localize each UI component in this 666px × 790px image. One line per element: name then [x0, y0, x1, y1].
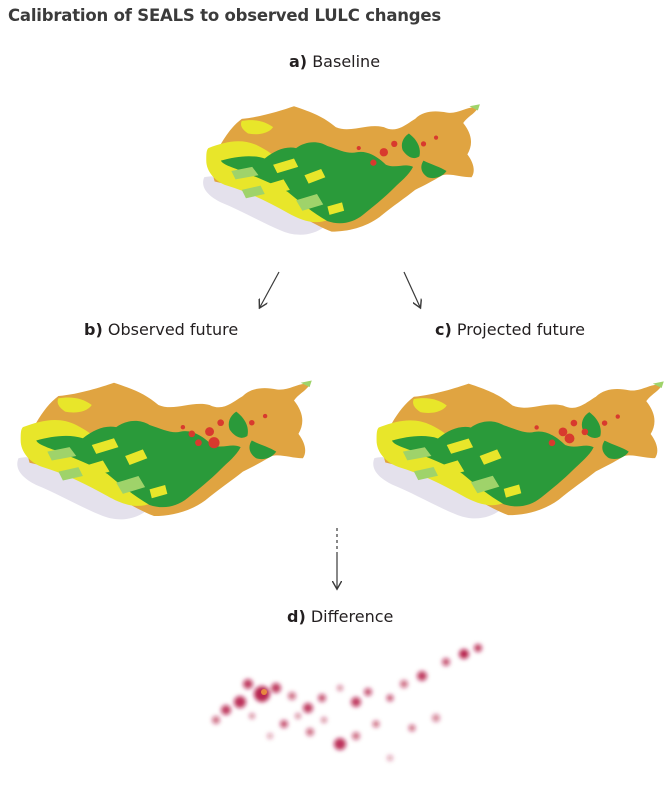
arrow-baseline-to-observed	[260, 271, 280, 307]
observed-future-map	[17, 380, 312, 520]
panel-a-name: Baseline	[312, 52, 381, 71]
figure-title: Calibration of SEALS to observed LULC ch…	[8, 6, 442, 25]
difference-map	[212, 644, 482, 761]
panel-a-label: a) Baseline	[289, 52, 380, 71]
panel-c-label: c) Projected future	[435, 320, 585, 339]
panel-d-name: Difference	[310, 607, 394, 626]
arrow-baseline-to-projected	[403, 271, 420, 307]
panel-b-letter: b)	[84, 320, 103, 339]
panel-b-label: b) Observed future	[84, 320, 238, 339]
panel-a-letter: a)	[289, 52, 308, 71]
panel-d-label: d) Difference	[287, 607, 393, 626]
panel-d-letter: d)	[287, 607, 306, 626]
projected-future-map	[373, 381, 664, 519]
panel-b-name: Observed future	[107, 320, 239, 339]
panel-c-name: Projected future	[456, 320, 585, 339]
panel-c-letter: c)	[435, 320, 452, 339]
